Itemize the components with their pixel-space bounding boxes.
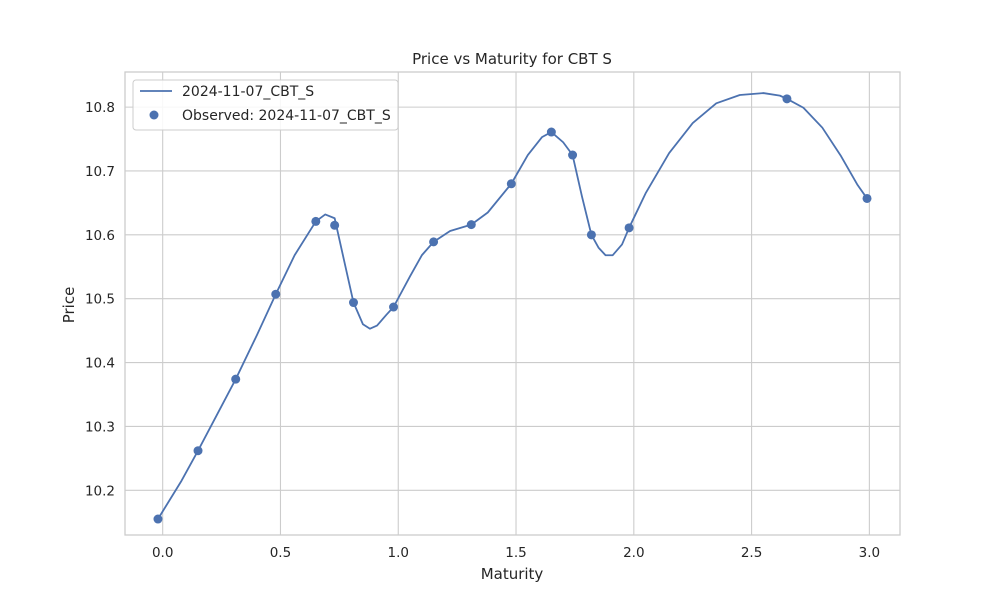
x-tick-label: 1.5 — [505, 545, 526, 561]
legend-box — [132, 79, 399, 131]
observed-point — [153, 514, 163, 524]
y-tick-label: 10.5 — [85, 292, 115, 308]
y-tick-label: 10.7 — [85, 164, 115, 180]
observed-point — [546, 127, 556, 137]
observed-point — [568, 150, 578, 160]
x-tick-label: 0.0 — [152, 545, 173, 561]
observed-point — [311, 216, 321, 226]
x-axis-label: Maturity — [481, 565, 544, 583]
observed-point — [782, 94, 792, 104]
y-tick-label: 10.3 — [85, 419, 115, 435]
legend-entry-fitted: 2024-11-07_CBT_S — [182, 84, 314, 100]
y-tick-label: 10.6 — [85, 228, 115, 244]
axis-ticks: 0.0 0.5 1.0 1.5 2.0 2.5 3.0 10.2 10.3 10.4 10.5 10.… — [85, 100, 880, 561]
y-tick-label: 10.2 — [85, 483, 115, 499]
legend: 2024-11-07_CBT_S Observed: 2024-11-07_CB… — [132, 79, 399, 131]
observed-point — [586, 230, 596, 240]
series-layer — [153, 92, 872, 524]
y-tick-label: 10.8 — [85, 100, 115, 116]
observed-point — [330, 220, 340, 230]
y-tick-label: 10.4 — [85, 356, 115, 372]
observed-point — [271, 289, 281, 299]
observed-point — [506, 179, 516, 189]
x-tick-label: 3.0 — [859, 545, 880, 561]
series-line-fitted — [157, 92, 868, 520]
legend-entry-observed: Observed: 2024-11-07_CBT_S — [182, 108, 391, 124]
legend-dot-marker — [149, 110, 159, 120]
chart-title: Price vs Maturity for CBT S — [412, 50, 612, 68]
observed-point — [862, 193, 872, 203]
observed-point — [231, 374, 241, 384]
x-tick-label: 0.5 — [270, 545, 291, 561]
x-tick-label: 2.5 — [741, 545, 762, 561]
grid — [125, 72, 900, 535]
plot-frame — [124, 71, 901, 536]
observed-point — [389, 302, 399, 312]
observed-point — [466, 220, 476, 230]
observed-point — [348, 298, 358, 308]
x-tick-label: 1.0 — [388, 545, 409, 561]
observed-point — [429, 237, 439, 247]
observed-point — [624, 223, 634, 233]
y-axis-label: Price — [60, 287, 78, 324]
x-tick-label: 2.0 — [623, 545, 644, 561]
observed-point — [193, 446, 203, 456]
